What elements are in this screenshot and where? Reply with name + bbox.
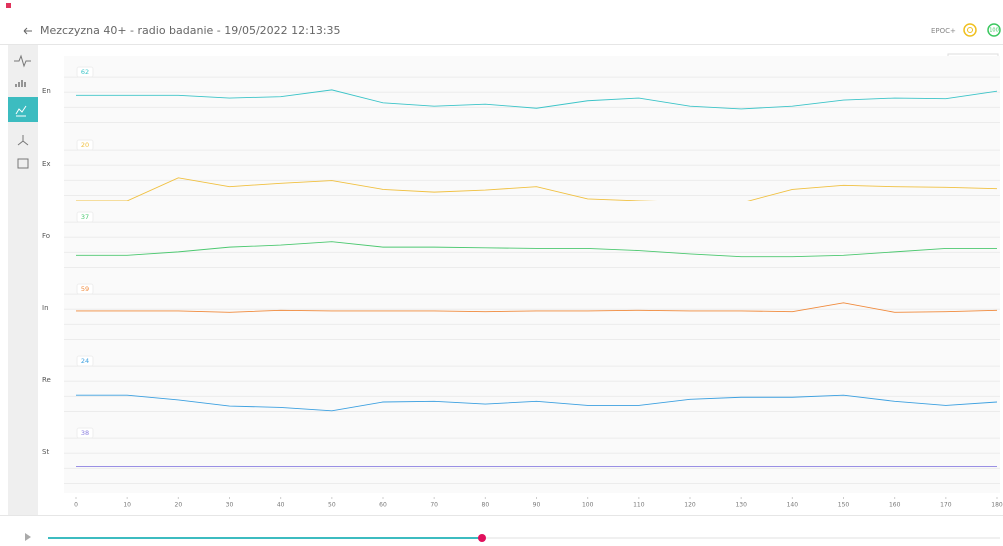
metric-line — [76, 89, 998, 110]
panel — [64, 417, 1000, 493]
x-tick-label: 110 — [633, 502, 645, 509]
progress-handle[interactable] — [478, 534, 486, 542]
battery-level: 100 — [989, 28, 999, 34]
app-icon — [6, 3, 11, 8]
session-title: Mezczyzna 40+ - radio badanie - 19/05/20… — [40, 24, 341, 37]
x-tick-label: 120 — [684, 502, 696, 509]
x-tick-label: 160 — [889, 502, 901, 509]
nav-metrics-icon — [15, 105, 27, 117]
badge-box — [76, 66, 94, 78]
x-tick-label: 50 — [328, 502, 336, 509]
contact-quality[interactable] — [963, 23, 977, 37]
panel — [64, 129, 1000, 205]
channel-badge: 62 — [81, 68, 89, 76]
x-tick-label: 80 — [482, 502, 490, 509]
x-tick-label: 0 — [74, 502, 78, 509]
x-tick-label: 30 — [226, 502, 234, 509]
nav-3d[interactable] — [17, 135, 29, 146]
x-tick-label: 170 — [940, 502, 952, 509]
badge-box — [76, 211, 94, 223]
channel-label: Re — [42, 376, 51, 384]
battery-icon[interactable] — [987, 23, 1001, 37]
metric-line — [76, 177, 998, 204]
nav-metrics-active[interactable] — [8, 97, 38, 122]
x-tick-label: 130 — [735, 502, 747, 509]
metric-line — [76, 302, 998, 313]
device-name: EPOC+ — [931, 27, 956, 35]
header-divider — [0, 44, 1003, 45]
channel-label: St — [42, 448, 49, 456]
x-tick-label: 40 — [277, 502, 285, 509]
x-tick-label: 20 — [175, 502, 183, 509]
channel-badge: 38 — [81, 429, 89, 437]
x-tick-label: 100 — [582, 502, 594, 509]
footer-divider — [0, 515, 1003, 516]
nav-records[interactable] — [17, 158, 29, 169]
badge-box — [76, 427, 94, 439]
channel-badge: 24 — [81, 357, 89, 365]
x-tick-label: 180 — [991, 502, 1003, 509]
panel — [64, 345, 1000, 421]
panel — [64, 56, 1000, 132]
nav-raw[interactable] — [14, 54, 31, 68]
channel-label: Fo — [42, 232, 50, 240]
x-tick-label: 10 — [123, 502, 131, 509]
sidebar — [8, 45, 38, 515]
progress-remaining — [482, 537, 1000, 539]
channel-badge: 59 — [81, 285, 89, 293]
nav-bands[interactable] — [15, 80, 26, 87]
channel-badge: 20 — [81, 141, 89, 149]
x-tick-label: 90 — [533, 502, 541, 509]
progress-played — [48, 537, 482, 539]
channel-label: In — [42, 304, 49, 312]
panel — [64, 201, 1000, 277]
badge-box — [76, 355, 94, 367]
channel-label: En — [42, 87, 51, 95]
play-button[interactable] — [25, 533, 31, 541]
metric-line — [76, 241, 997, 258]
channel-badge: 37 — [81, 213, 89, 221]
x-tick-label: 60 — [379, 502, 387, 509]
channel-label: Ex — [42, 160, 51, 168]
x-tick-label: 70 — [430, 502, 438, 509]
badge-box — [76, 139, 94, 151]
metric-line — [76, 394, 998, 412]
badge-box — [76, 283, 94, 295]
x-tick-label: 140 — [787, 502, 799, 509]
back-button[interactable] — [23, 27, 32, 35]
x-tick-label: 150 — [838, 502, 850, 509]
contact-quality-inner — [967, 27, 973, 33]
